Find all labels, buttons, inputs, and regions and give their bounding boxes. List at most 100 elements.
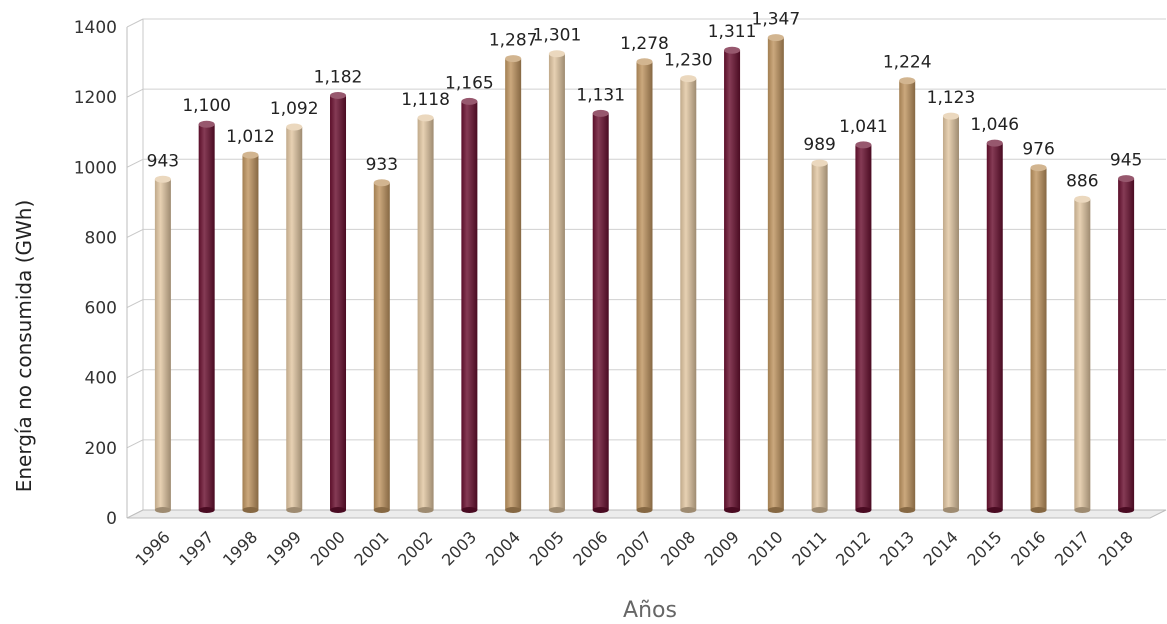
bar-base <box>1030 507 1047 513</box>
x-tick-label-2000: 2000 <box>307 527 349 569</box>
x-tick-label-2001: 2001 <box>350 527 392 569</box>
y-tick-label: 200 <box>85 439 117 459</box>
y-tick-label: 1200 <box>74 88 117 108</box>
bar-body <box>373 182 390 510</box>
bar-body <box>592 113 609 511</box>
bar-cap <box>373 179 390 187</box>
bar-cap <box>767 34 784 42</box>
data-label-2016: 976 <box>1022 140 1054 160</box>
x-tick-label-2007: 2007 <box>613 527 655 569</box>
bar-2011 <box>811 159 828 513</box>
bar-base <box>986 507 1003 513</box>
data-label-1996: 943 <box>147 151 179 171</box>
bar-body <box>811 163 828 511</box>
bar-2012 <box>855 141 872 513</box>
bar-base <box>1074 507 1091 513</box>
bar-base <box>811 507 828 513</box>
data-label-2004: 1,287 <box>489 31 538 51</box>
data-label-2012: 1,041 <box>839 117 888 137</box>
bar-1999 <box>286 123 303 513</box>
gridline-depth <box>126 88 144 98</box>
bar-cap <box>198 120 215 128</box>
bar-body <box>154 179 171 510</box>
gridline-depth <box>126 228 144 238</box>
bar-cap <box>942 112 959 120</box>
bar-base <box>548 507 565 513</box>
y-tick-label: 0 <box>106 509 117 529</box>
bar-cap <box>330 91 347 99</box>
bar-2008 <box>680 75 697 513</box>
x-tick-label-1997: 1997 <box>175 527 217 569</box>
bar-body <box>942 116 959 510</box>
y-tick-label: 1400 <box>74 18 117 38</box>
bar-cap <box>636 58 653 66</box>
x-tick-label-2005: 2005 <box>526 527 568 569</box>
bars <box>154 34 1135 513</box>
x-tick-label-2004: 2004 <box>482 527 524 569</box>
bar-cap <box>548 50 565 58</box>
bar-2017 <box>1074 195 1091 513</box>
bar-2005 <box>548 50 565 513</box>
bar-base <box>373 507 390 513</box>
bar-body <box>680 78 697 510</box>
data-label-1999: 1,092 <box>270 99 319 119</box>
x-tick-label-2014: 2014 <box>920 527 962 569</box>
bar-base <box>636 507 653 513</box>
bar-body <box>1118 178 1135 510</box>
data-label-2014: 1,123 <box>927 88 976 108</box>
data-label-2007: 1,278 <box>620 34 669 54</box>
bar-cap <box>1030 164 1047 172</box>
bar-2010 <box>767 34 784 513</box>
data-label-2006: 1,131 <box>576 85 625 105</box>
data-label-2001: 933 <box>366 155 398 175</box>
bar-cap <box>286 123 303 131</box>
y-tick-label: 800 <box>85 228 117 248</box>
bar-body <box>417 117 434 510</box>
data-label-2017: 886 <box>1066 171 1098 191</box>
bar-2015 <box>986 139 1003 513</box>
bar-body <box>461 101 478 511</box>
bar-base <box>680 507 697 513</box>
x-tick-label-1999: 1999 <box>263 527 305 569</box>
bar-2000 <box>330 91 347 513</box>
bar-base <box>505 507 522 513</box>
x-tick-label-2011: 2011 <box>788 527 830 569</box>
bar-base <box>461 507 478 513</box>
bar-base <box>330 507 347 513</box>
data-label-1998: 1,012 <box>226 127 275 147</box>
x-tick-label-2002: 2002 <box>394 527 436 569</box>
bar-body <box>286 127 303 511</box>
bar-cap <box>461 97 478 105</box>
bar-cap <box>680 75 697 83</box>
bar-cap <box>1074 195 1091 203</box>
bar-body <box>198 124 215 510</box>
y-tick-labels: 0 200 400 600 800 1000 1200 1400 <box>74 18 117 529</box>
bar-base <box>1118 507 1135 513</box>
data-label-2008: 1,230 <box>664 51 713 71</box>
gridline-depth <box>126 18 144 28</box>
bar-2007 <box>636 58 653 513</box>
x-tick-label-2015: 2015 <box>963 527 1005 569</box>
x-tick-label-2013: 2013 <box>876 527 918 569</box>
gridline-depth <box>126 299 144 309</box>
bar-cap <box>242 151 259 159</box>
y-tick-label: 1000 <box>74 158 117 178</box>
x-tick-labels: 1996 1997 1998 1999 2000 2001 2002 2003 2004 2005… <box>131 527 1136 569</box>
bar-cap <box>505 55 522 63</box>
bar-body <box>505 58 522 511</box>
bar-body <box>724 50 741 511</box>
y-tick-label: 400 <box>85 369 117 389</box>
bar-body <box>855 144 872 510</box>
bar-base <box>242 507 259 513</box>
x-tick-label-2010: 2010 <box>744 527 786 569</box>
x-tick-label-2016: 2016 <box>1007 527 1049 569</box>
bar-body <box>986 143 1003 510</box>
bar-1997 <box>198 120 215 513</box>
bar-cap <box>899 77 916 85</box>
bar-base <box>724 507 741 513</box>
bar-body <box>899 80 916 511</box>
data-label-2018: 945 <box>1110 151 1142 171</box>
bar-body <box>242 155 259 510</box>
data-label-2000: 1,182 <box>314 67 363 87</box>
